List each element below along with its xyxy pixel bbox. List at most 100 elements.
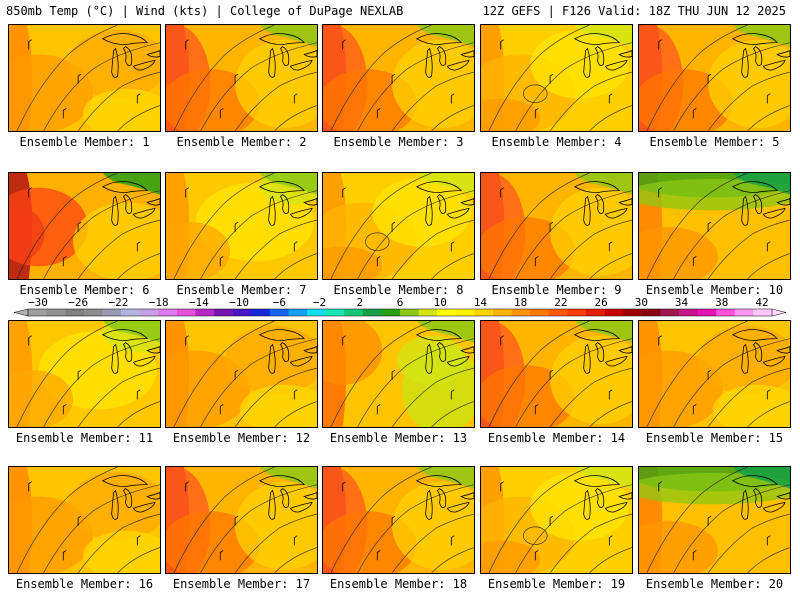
colorbar-outline: [27, 308, 773, 317]
height-contour: [357, 338, 474, 427]
wind-barb: [658, 335, 662, 346]
great-lakes-outline: [731, 181, 790, 226]
wind-barb: [549, 73, 554, 84]
wind-barb: [62, 256, 67, 267]
colorbar-swatch: [269, 309, 289, 316]
height-contour: [747, 105, 790, 131]
ensemble-member-label: Ensemble Member: 7: [176, 283, 307, 297]
ensemble-member-map: [165, 466, 318, 574]
wind-barb: [234, 73, 239, 84]
great-lakes-outline: [731, 475, 790, 520]
ensemble-member-map: [322, 24, 475, 132]
height-contour: [747, 253, 790, 279]
ensemble-member-map: [322, 466, 475, 574]
ensemble-member-map: [165, 172, 318, 280]
height-contour: [274, 547, 317, 573]
colorbar-swatch: [586, 309, 605, 316]
colorbar-swatch: [158, 309, 178, 316]
colorbar-tick-label: 42: [755, 296, 768, 309]
colorbar-tick-label: 14: [474, 296, 488, 309]
height-contour: [747, 547, 790, 573]
height-contour: [16, 25, 118, 131]
wind-barb: [293, 389, 298, 400]
wind-barb: [234, 221, 239, 232]
ensemble-member-label: Ensemble Member: 20: [645, 577, 784, 591]
wind-barb: [28, 481, 32, 492]
height-contour: [646, 467, 748, 573]
colorbar-tick-label: 34: [675, 296, 689, 309]
colorbar-swatch: [530, 309, 550, 316]
height-contour: [234, 219, 317, 279]
colorbar-swatch: [716, 309, 736, 316]
colorbar-tick-label: 22: [554, 296, 567, 309]
height-contour: [515, 42, 632, 131]
height-contour: [549, 513, 632, 573]
colorbar-swatch: [121, 309, 140, 316]
temperature-colorbar: −30 −26 −22 −18 −14 −10 −6 −2 2 6 10 14 18 22 26 30 34 38…: [14, 296, 786, 320]
wind-barb: [219, 108, 224, 119]
height-contour: [173, 321, 275, 427]
colorbar-swatch: [734, 309, 754, 316]
colorbar-swatch: [139, 309, 159, 316]
height-contour: [234, 71, 317, 131]
temperature-blob: [708, 39, 790, 129]
colorbar-swatch: [28, 309, 47, 316]
wind-barb: [549, 515, 554, 526]
height-contour: [589, 401, 632, 427]
wind-barb: [766, 93, 771, 104]
height-contour: [391, 219, 474, 279]
wind-barb: [28, 39, 32, 50]
ensemble-member-label: Ensemble Member: 3: [333, 135, 464, 149]
temperature-blob: [323, 321, 383, 385]
height-contour: [117, 401, 160, 427]
ensemble-member-label: Ensemble Member: 9: [491, 283, 622, 297]
height-contour: [330, 173, 432, 279]
height-contour: [365, 232, 390, 251]
wind-barb: [136, 535, 141, 546]
wind-barb: [28, 187, 32, 198]
ensemble-member-label: Ensemble Member: 17: [172, 577, 311, 591]
colorbar-swatch: [102, 309, 122, 316]
temperature-blob: [397, 335, 467, 385]
wind-barb: [707, 73, 712, 84]
colorbar-swatch: [660, 309, 680, 316]
height-contour: [488, 321, 590, 427]
ensemble-member-label: Ensemble Member: 1: [19, 135, 150, 149]
colorbar-swatch: [381, 309, 401, 316]
temperature-blob: [481, 540, 541, 573]
wind-barb: [391, 73, 396, 84]
wind-barb: [185, 187, 189, 198]
colorbar-swatch: [288, 309, 308, 316]
great-lakes-outline: [573, 181, 632, 226]
height-contour: [274, 105, 317, 131]
ensemble-member-map: [165, 320, 318, 428]
height-contour: [549, 71, 632, 131]
height-contour: [707, 71, 790, 131]
height-contour: [646, 173, 748, 279]
temperature-blob: [240, 384, 317, 427]
wind-barb: [500, 335, 504, 346]
height-contour: [391, 513, 474, 573]
colorbar-tick-label: −18: [149, 296, 169, 309]
wind-barb: [608, 241, 613, 252]
height-contour: [16, 173, 118, 279]
ensemble-member-map: [638, 24, 791, 132]
height-contour: [16, 321, 118, 427]
colorbar-swatch: [176, 309, 196, 316]
wind-barb: [608, 389, 613, 400]
height-contour: [173, 25, 275, 131]
wind-barb: [185, 481, 189, 492]
temperature-blob: [713, 384, 790, 427]
wind-barb: [234, 515, 239, 526]
wind-barb: [549, 369, 554, 380]
temperature-blob: [83, 530, 160, 573]
colorbar-swatch: [232, 309, 252, 316]
wind-barb: [391, 515, 396, 526]
height-contour: [488, 173, 590, 279]
wind-barb: [534, 404, 539, 415]
colorbar-swatch: [362, 309, 382, 316]
height-contour: [330, 25, 432, 131]
great-lakes-outline: [573, 33, 632, 78]
temperature-blob: [639, 520, 718, 573]
wind-barb: [219, 404, 224, 415]
